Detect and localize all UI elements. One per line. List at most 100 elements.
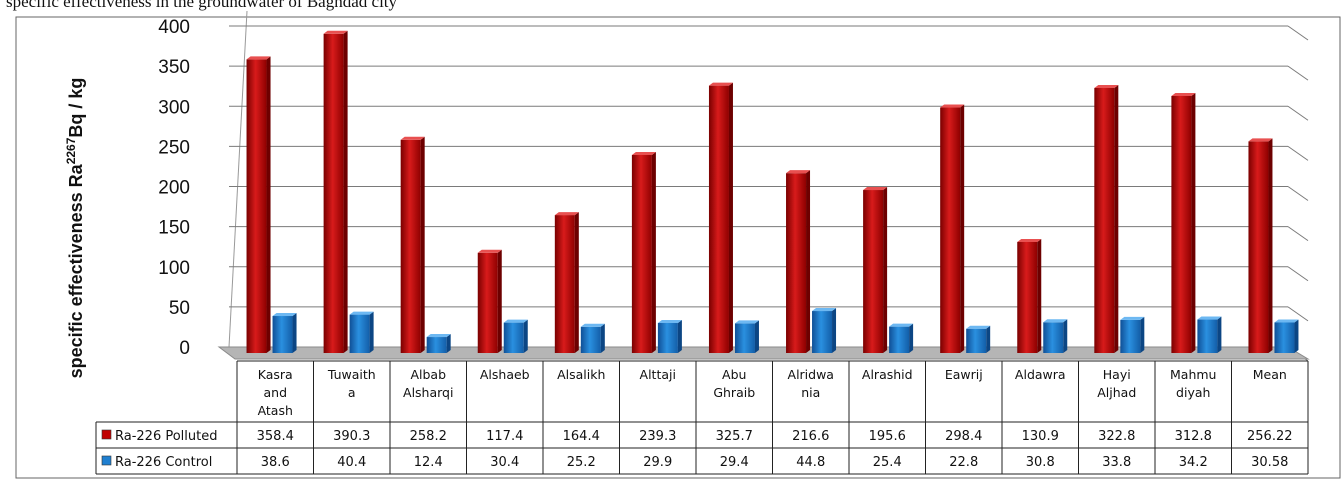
category-label: Albab <box>410 367 446 382</box>
bar-front <box>323 33 344 354</box>
data-label: 12.4 <box>414 455 443 470</box>
data-label: 358.4 <box>257 429 294 444</box>
bar-polluted <box>477 249 502 353</box>
gridline-side <box>1287 105 1309 121</box>
category-label: Aldawra <box>1015 367 1066 382</box>
series-label: Ra-226 Polluted <box>115 429 218 444</box>
bar-front <box>349 314 370 353</box>
category-label: Tuwaith <box>327 367 376 382</box>
bar-top <box>349 311 374 315</box>
bar-top <box>734 320 759 324</box>
bar-front <box>1197 319 1218 353</box>
data-label: 38.6 <box>261 455 290 470</box>
bar-front <box>966 328 987 353</box>
bar-side <box>369 311 374 353</box>
bar-top <box>940 104 965 108</box>
floor-plane <box>217 346 1310 360</box>
bar-front <box>1248 141 1269 353</box>
bar-polluted <box>863 187 888 353</box>
bar-side <box>986 325 991 353</box>
bar-side <box>292 313 297 353</box>
bar-front <box>863 190 884 353</box>
category-label: Hayi <box>1103 367 1131 382</box>
gridline-side <box>1287 266 1309 282</box>
bar-side <box>909 323 914 353</box>
category-label: Alttaji <box>640 367 676 382</box>
gridline-side <box>1287 226 1309 242</box>
bars <box>246 30 1299 354</box>
bar-polluted <box>1017 238 1042 353</box>
bar-top <box>1197 316 1222 320</box>
bar-front <box>1094 87 1115 353</box>
bar-control <box>812 308 837 353</box>
gridline-side <box>1287 186 1309 201</box>
data-label: 239.3 <box>639 429 676 444</box>
bar-top <box>1248 138 1273 142</box>
category-label: Kasra <box>258 367 293 382</box>
y-tick-label: 100 <box>158 258 190 279</box>
bar-polluted <box>1171 92 1196 353</box>
bar-control <box>889 323 914 353</box>
bar-control <box>1120 316 1145 353</box>
category-label: Alshaeb <box>480 367 530 382</box>
data-label: 25.2 <box>567 455 596 470</box>
bar-front <box>554 215 575 353</box>
data-label: 130.9 <box>1022 429 1059 444</box>
bar-top <box>786 170 811 174</box>
gridline-side <box>1287 145 1309 161</box>
category-label: Abu <box>722 367 746 382</box>
category-label: a <box>348 385 356 400</box>
bar-side <box>343 30 348 354</box>
gridline-side <box>1287 65 1309 81</box>
bar-control <box>657 320 682 353</box>
chart-frame <box>15 16 1341 479</box>
bar-top <box>1274 319 1299 323</box>
bar-polluted <box>246 56 271 353</box>
y-tick-label: 150 <box>158 218 190 239</box>
bar-top <box>966 325 991 329</box>
y-tick-label: 0 <box>179 338 190 359</box>
y-tick-label: 400 <box>158 17 190 38</box>
bar-side <box>832 308 837 353</box>
bar-side <box>446 334 451 353</box>
series-label: Ra-226 Control <box>115 455 212 470</box>
data-label: 30.8 <box>1026 455 1055 470</box>
bar-control <box>966 325 991 353</box>
bar-top <box>863 187 888 191</box>
bar-polluted <box>1094 84 1119 353</box>
bar-control <box>734 320 759 353</box>
bar-polluted <box>323 30 348 354</box>
bar-top <box>272 313 297 317</box>
bar-front <box>400 139 421 353</box>
data-label: 325.7 <box>716 429 753 444</box>
bar-side <box>266 56 271 353</box>
bar-side <box>883 187 888 353</box>
data-label: 33.8 <box>1102 455 1131 470</box>
data-label: 44.8 <box>796 455 825 470</box>
bar-front <box>580 326 601 353</box>
bar-side <box>1191 92 1196 353</box>
y-tick-label: 50 <box>169 298 190 319</box>
caption-text: specific effectiveness in the groundwate… <box>6 0 398 11</box>
bar-front <box>889 326 910 353</box>
back-wall-edge <box>228 10 248 348</box>
category-label: Atash <box>258 403 293 418</box>
bar-top <box>812 308 837 312</box>
gridline-side <box>1287 306 1309 322</box>
bar-polluted <box>400 136 425 353</box>
bar-top <box>323 30 348 34</box>
y-axis-label: specific effectiveness Ra2267Bq / kg <box>64 78 86 379</box>
bar-side <box>1294 319 1299 353</box>
bar-side <box>677 320 682 353</box>
bar-front <box>503 322 524 353</box>
data-label: 30.4 <box>490 455 519 470</box>
bar-front <box>426 337 447 353</box>
bar-polluted <box>940 104 965 353</box>
bar-front <box>272 316 293 353</box>
legend-key <box>101 429 112 440</box>
data-label: 216.6 <box>792 429 829 444</box>
grid-lines <box>228 10 1309 362</box>
y-tick-label: 350 <box>158 57 190 78</box>
bar-top <box>246 56 271 60</box>
